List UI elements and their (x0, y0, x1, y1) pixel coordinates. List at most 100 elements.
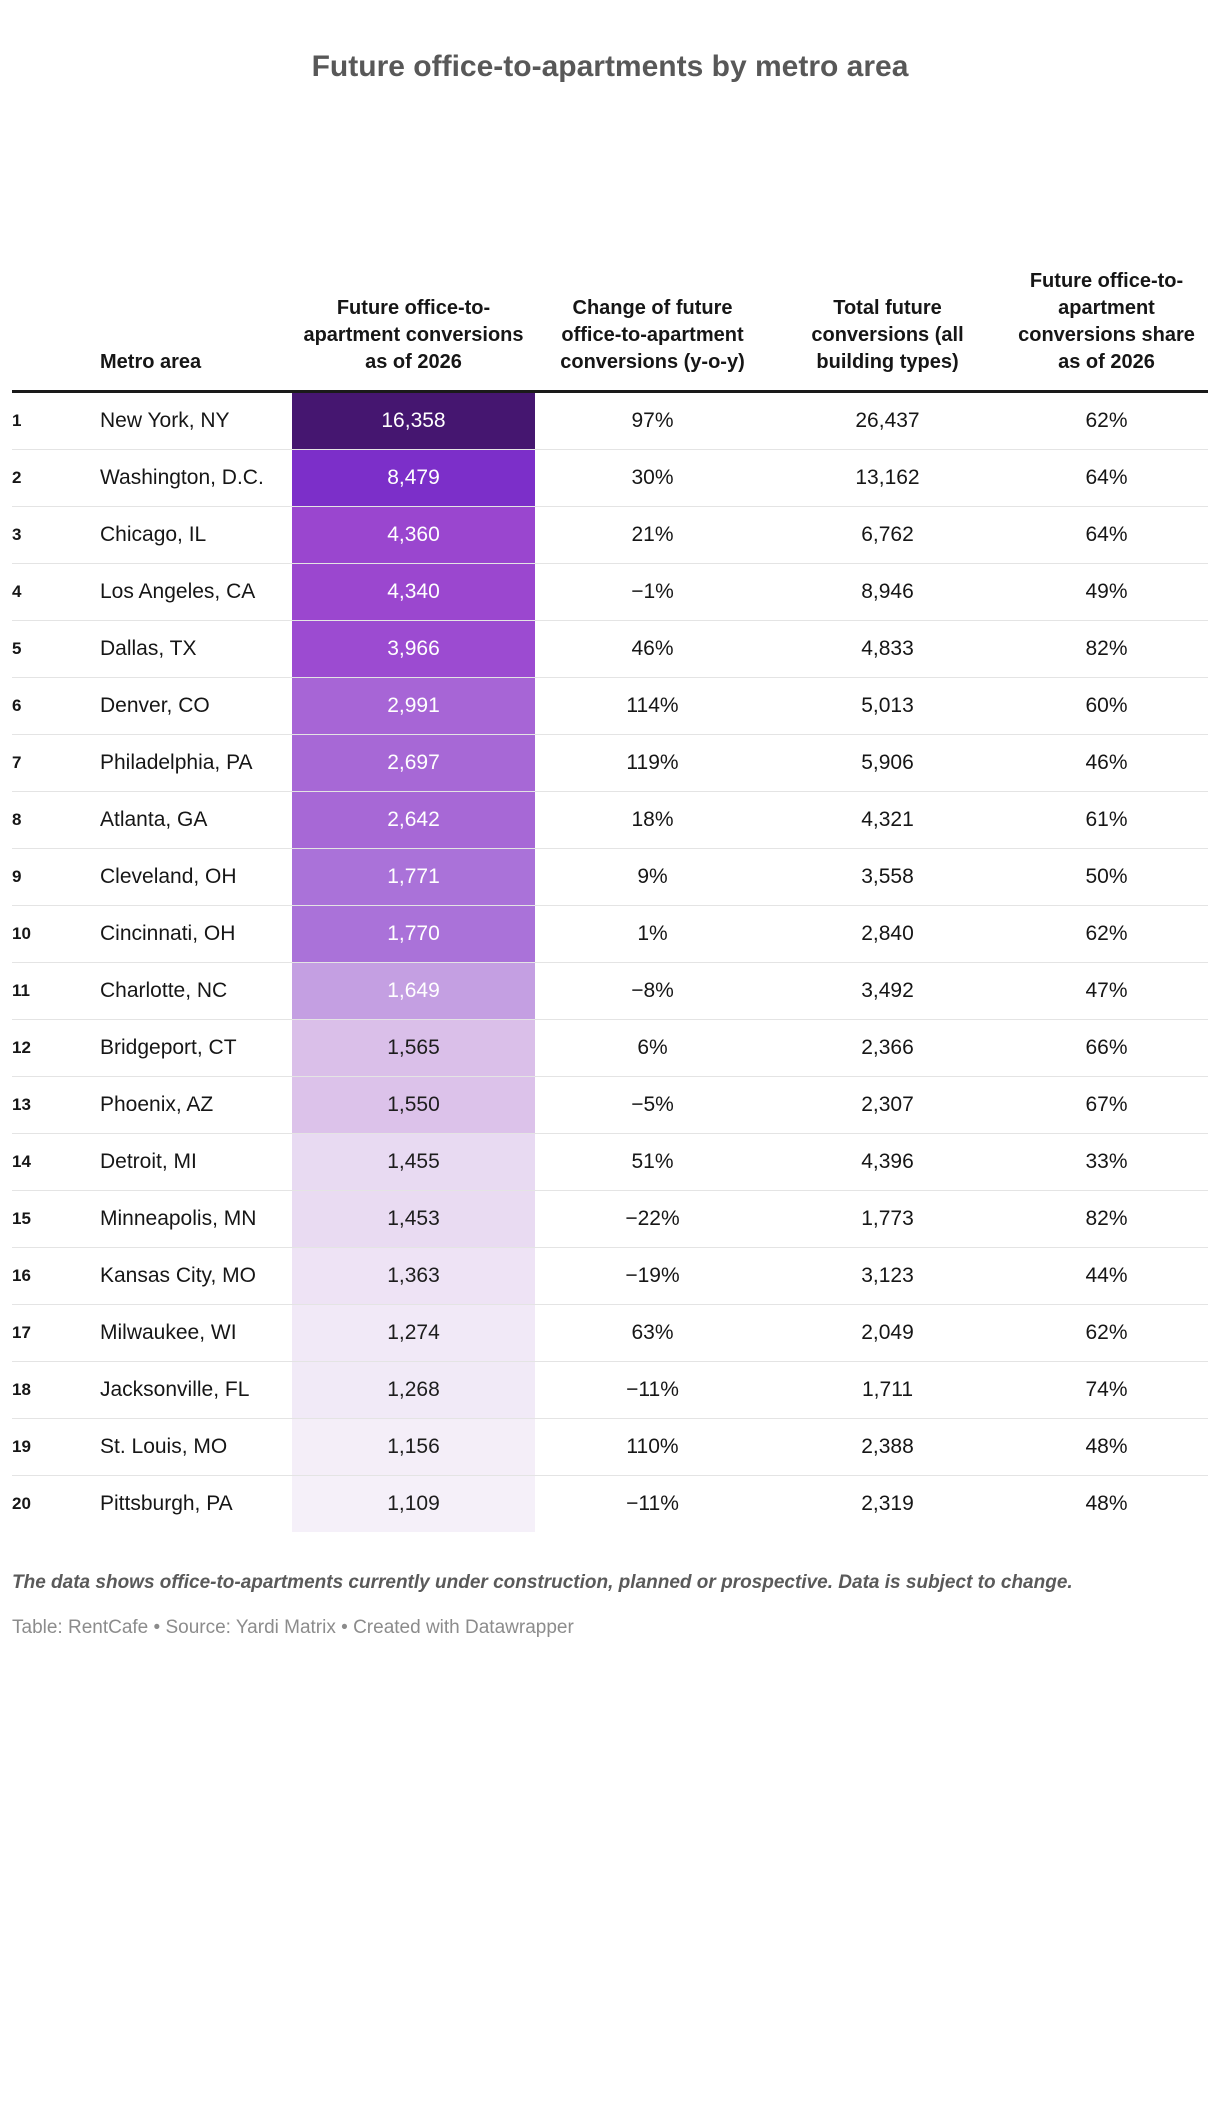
change-yoy-cell: −11% (626, 1378, 679, 1401)
total-conversions-cell: 2,388 (861, 1435, 914, 1458)
datawrapper-credit-link[interactable]: Created with Datawrapper (353, 1617, 574, 1638)
rank-cell: 6 (12, 696, 22, 715)
total-conversions-cell: 4,321 (861, 808, 914, 831)
metro-area-cell: Phoenix, AZ (100, 1093, 214, 1116)
metro-area-cell: Bridgeport, CT (100, 1036, 237, 1059)
share-cell: 64% (1085, 523, 1128, 546)
total-conversions-cell: 3,123 (861, 1264, 914, 1287)
metro-area-cell: Charlotte, NC (100, 979, 228, 1002)
conversions-heatmap-cell: 1,770 (292, 906, 535, 962)
share-cell: 48% (1085, 1492, 1128, 1515)
total-conversions-cell: 8,946 (861, 580, 914, 603)
conversions-heatmap-cell: 1,363 (292, 1248, 535, 1304)
change-yoy-cell: −11% (626, 1492, 679, 1515)
change-yoy-cell: 9% (637, 865, 668, 888)
change-yoy-cell: −5% (631, 1093, 674, 1116)
chart-title: Future office-to-apartments by metro are… (311, 50, 909, 83)
metro-area-cell: Atlanta, GA (100, 808, 208, 831)
share-cell: 44% (1085, 1264, 1128, 1287)
table-row: 3 Chicago, IL 4,360 21% 6,762 64% (12, 507, 1208, 564)
share-cell: 60% (1085, 694, 1128, 717)
conversions-heatmap-cell: 4,360 (292, 507, 535, 563)
share-cell: 48% (1085, 1435, 1128, 1458)
share-cell: 74% (1085, 1378, 1128, 1401)
total-conversions-cell: 2,366 (861, 1036, 914, 1059)
metro-area-cell: St. Louis, MO (100, 1435, 228, 1458)
table-row: 17 Milwaukee, WI 1,274 63% 2,049 62% (12, 1305, 1208, 1362)
source-name-link[interactable]: Yardi Matrix (235, 1617, 336, 1638)
change-yoy-cell: 110% (626, 1435, 679, 1458)
table-row: 5 Dallas, TX 3,966 46% 4,833 82% (12, 621, 1208, 678)
share-cell: 82% (1085, 637, 1128, 660)
table-row: 8 Atlanta, GA 2,642 18% 4,321 61% (12, 792, 1208, 849)
metro-area-cell: Jacksonville, FL (100, 1378, 250, 1401)
table-row: 2 Washington, D.C. 8,479 30% 13,162 64% (12, 450, 1208, 507)
rank-cell: 7 (12, 753, 22, 772)
metro-area-cell: Cleveland, OH (100, 865, 237, 888)
header-total: Total future conversions (all building t… (811, 297, 964, 373)
header-conversions: Future office-to-apartment conversions a… (303, 297, 524, 373)
conversions-heatmap-cell: 1,550 (292, 1077, 535, 1133)
rank-cell: 8 (12, 810, 22, 829)
metro-area-cell: Washington, D.C. (100, 466, 264, 489)
share-cell: 61% (1085, 808, 1128, 831)
total-conversions-cell: 1,711 (862, 1378, 913, 1401)
total-conversions-cell: 13,162 (855, 466, 920, 489)
table-row: 7 Philadelphia, PA 2,697 119% 5,906 46% (12, 735, 1208, 792)
rank-cell: 10 (12, 924, 31, 943)
rank-cell: 3 (12, 525, 22, 544)
metro-area-cell: Kansas City, MO (100, 1264, 256, 1287)
share-cell: 66% (1085, 1036, 1128, 1059)
change-yoy-cell: 6% (637, 1036, 668, 1059)
share-cell: 49% (1085, 580, 1128, 603)
total-conversions-cell: 4,396 (861, 1150, 914, 1173)
table-row: 18 Jacksonville, FL 1,268 −11% 1,711 74% (12, 1362, 1208, 1419)
rank-cell: 1 (12, 411, 22, 430)
conversions-heatmap-cell: 1,109 (292, 1476, 535, 1532)
table-header-row: Metro area Future office-to-apartment co… (12, 110, 1208, 393)
table-body: 1 New York, NY 16,358 97% 26,437 62% 2 W… (12, 393, 1208, 1532)
share-cell: 47% (1085, 979, 1128, 1002)
total-conversions-cell: 5,906 (861, 751, 914, 774)
total-conversions-cell: 6,762 (861, 523, 914, 546)
table-source-link[interactable]: RentCafe (67, 1617, 149, 1638)
total-conversions-cell: 1,773 (861, 1207, 914, 1230)
metro-area-cell: New York, NY (100, 409, 230, 432)
share-cell: 62% (1085, 1321, 1128, 1344)
change-yoy-cell: 18% (631, 808, 674, 831)
rank-cell: 2 (12, 468, 22, 487)
rank-cell: 15 (12, 1209, 31, 1228)
table-row: 14 Detroit, MI 1,455 51% 4,396 33% (12, 1134, 1208, 1191)
change-yoy-cell: 1% (637, 922, 668, 945)
conversions-heatmap-cell: 1,771 (292, 849, 535, 905)
total-conversions-cell: 26,437 (855, 409, 920, 432)
conversions-heatmap-cell: 1,453 (292, 1191, 535, 1247)
rank-cell: 16 (12, 1266, 31, 1285)
separator-dot: • (335, 1617, 354, 1638)
table-row: 4 Los Angeles, CA 4,340 −1% 8,946 49% (12, 564, 1208, 621)
total-conversions-cell: 2,840 (861, 922, 914, 945)
change-yoy-cell: 119% (626, 751, 679, 774)
rank-cell: 13 (12, 1095, 31, 1114)
table-row: 6 Denver, CO 2,991 114% 5,013 60% (12, 678, 1208, 735)
metro-area-cell: Chicago, IL (100, 523, 207, 546)
rank-cell: 19 (12, 1437, 31, 1456)
header-share: Future office-to-apartment conversions s… (1018, 270, 1195, 373)
change-yoy-cell: −8% (631, 979, 674, 1002)
total-conversions-cell: 3,558 (861, 865, 914, 888)
datawrapper-table-chart: Future office-to-apartments by metro are… (0, 50, 1220, 1639)
total-conversions-cell: 2,049 (861, 1321, 914, 1344)
total-conversions-cell: 2,307 (861, 1093, 914, 1116)
conversions-heatmap-cell: 2,697 (292, 735, 535, 791)
header-change-yoy: Change of future office-to-apartment con… (560, 297, 745, 373)
rank-cell: 14 (12, 1152, 31, 1171)
table-row: 20 Pittsburgh, PA 1,109 −11% 2,319 48% (12, 1476, 1208, 1532)
table-row: 11 Charlotte, NC 1,649 −8% 3,492 47% (12, 963, 1208, 1020)
conversions-heatmap-cell: 1,455 (292, 1134, 535, 1190)
table-row: 13 Phoenix, AZ 1,550 −5% 2,307 67% (12, 1077, 1208, 1134)
metro-area-cell: Minneapolis, MN (100, 1207, 257, 1230)
metro-area-cell: Cincinnati, OH (100, 922, 236, 945)
rank-cell: 18 (12, 1380, 31, 1399)
rank-cell: 20 (12, 1494, 31, 1513)
total-conversions-cell: 5,013 (861, 694, 914, 717)
